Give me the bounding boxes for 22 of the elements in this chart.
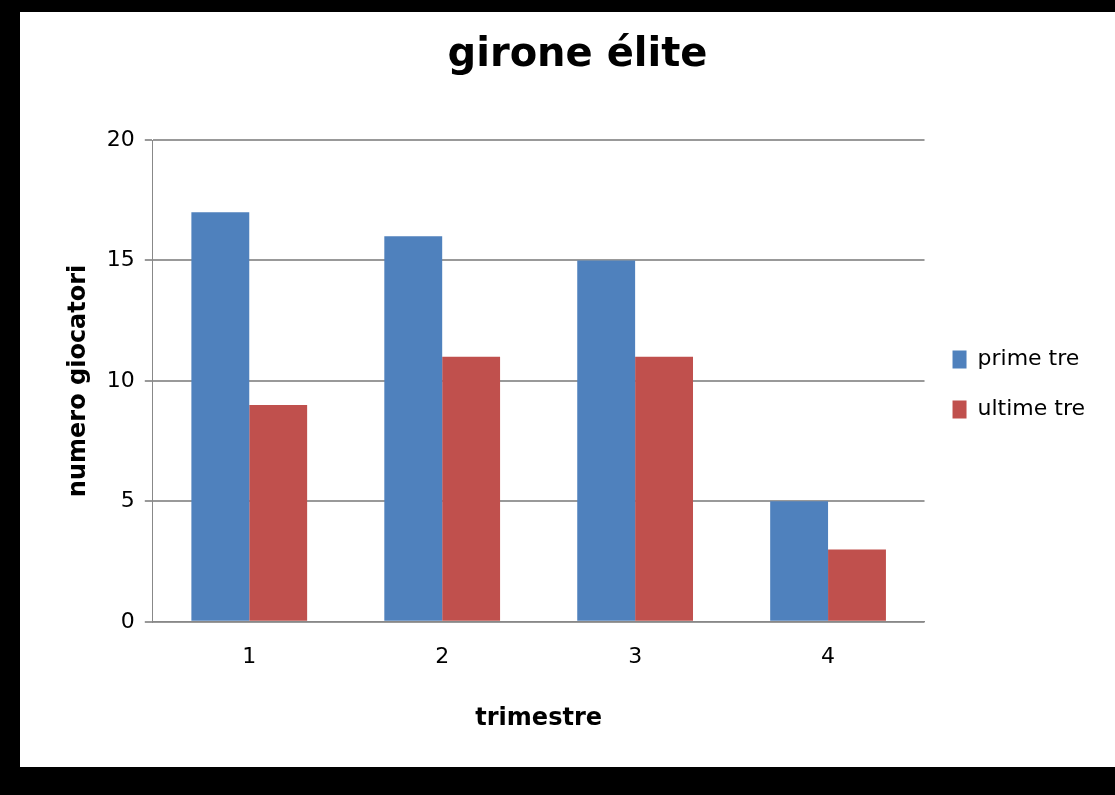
y-tick-label: 20 — [106, 125, 135, 151]
bar — [191, 212, 250, 621]
y-tick-label: 15 — [106, 246, 135, 272]
bar — [770, 501, 829, 621]
legend-label: ultime tre — [977, 395, 1086, 421]
x-tick-label: 4 — [821, 642, 836, 668]
y-axis-title: numero giocatori — [62, 264, 91, 498]
bar — [384, 236, 443, 621]
bar — [635, 356, 694, 621]
y-tick-label: 0 — [120, 607, 135, 633]
bar — [442, 356, 501, 621]
x-axis-title: trimestre — [475, 702, 603, 731]
bar — [577, 260, 636, 621]
bar — [828, 549, 886, 621]
bar — [249, 404, 308, 621]
y-tick-label: 10 — [106, 366, 135, 392]
x-tick-label: 1 — [242, 642, 257, 668]
chart-title: girone élite — [447, 29, 708, 76]
x-tick-label: 2 — [435, 642, 450, 668]
legend-label: prime tre — [977, 345, 1080, 371]
y-tick-label: 5 — [120, 487, 135, 513]
x-tick-label: 3 — [628, 642, 643, 668]
